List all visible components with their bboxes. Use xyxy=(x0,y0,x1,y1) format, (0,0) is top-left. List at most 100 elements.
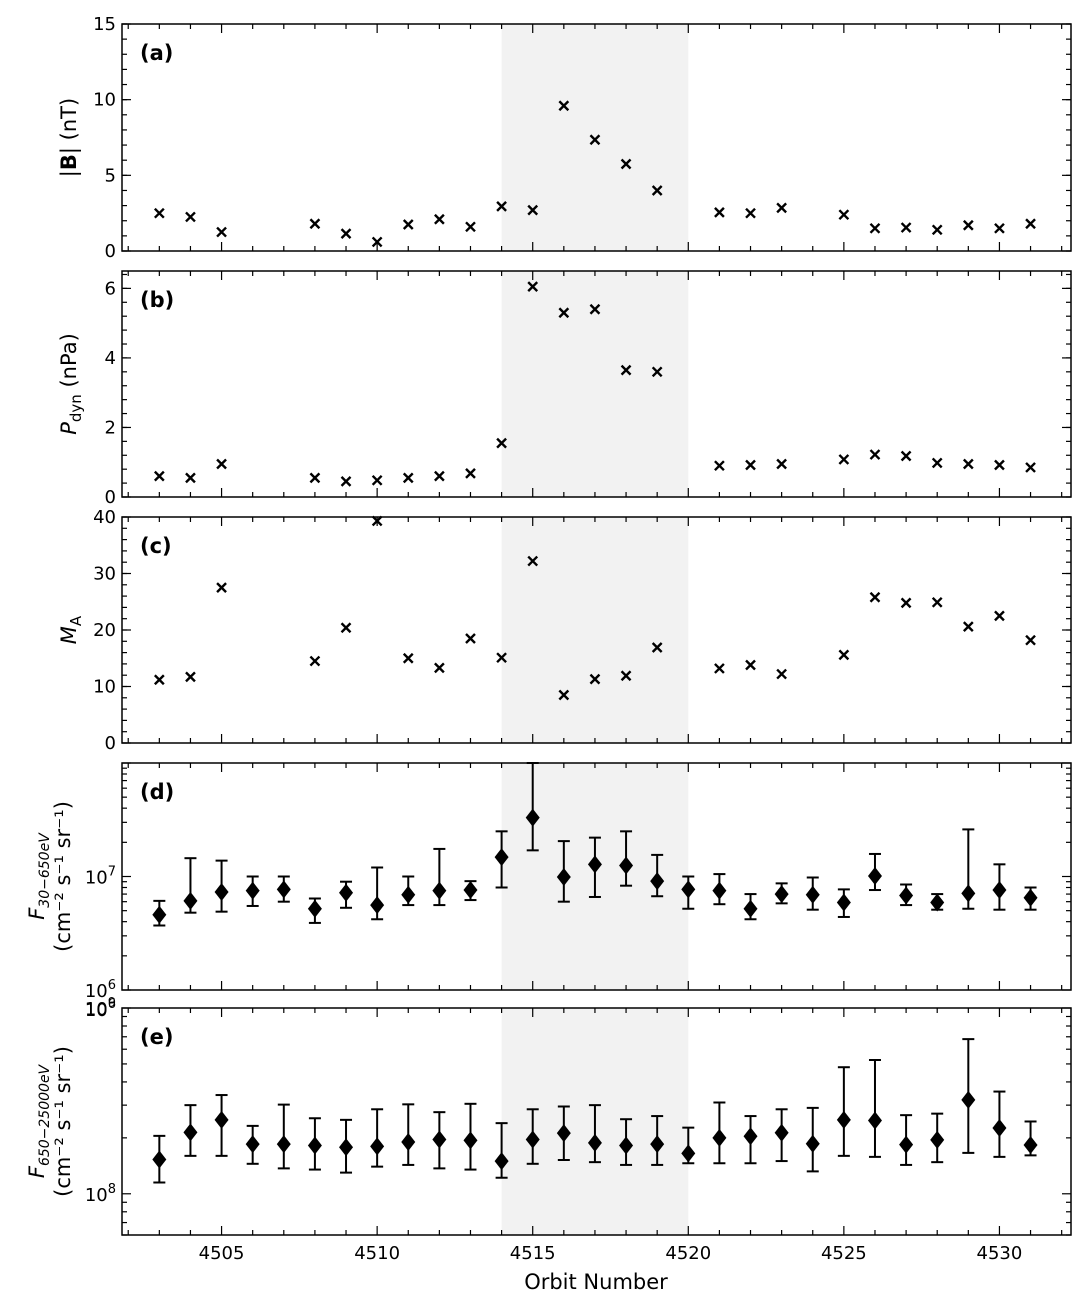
data-point xyxy=(899,886,914,905)
y-axis-label: F650−25000eV xyxy=(25,1063,53,1178)
data-point xyxy=(276,880,291,899)
data-point xyxy=(434,662,445,674)
x-tick-label: 4510 xyxy=(354,1243,400,1264)
y-label-subscript: 30−650eV xyxy=(37,832,53,908)
y-tick-label: 108 xyxy=(85,1182,116,1206)
data-point xyxy=(152,1150,167,1169)
data-point xyxy=(619,856,634,875)
panel-b: 0 2 4 6 (b) Pdyn (nPa) xyxy=(57,270,1072,508)
data-point xyxy=(931,596,943,608)
data-point xyxy=(339,1138,354,1157)
data-point xyxy=(805,1134,820,1153)
data-point xyxy=(434,470,445,482)
data-point xyxy=(620,364,632,376)
data-point xyxy=(216,226,227,238)
y-label-part: (nPa) xyxy=(57,333,81,394)
data-point xyxy=(527,555,539,567)
data-point xyxy=(962,621,974,632)
data-point xyxy=(527,281,539,292)
data-point xyxy=(558,689,570,701)
panel-label: (b) xyxy=(140,288,174,312)
data-point xyxy=(961,1090,976,1109)
data-point xyxy=(869,591,881,603)
plot-frame xyxy=(121,762,1072,991)
data-point xyxy=(527,204,539,216)
y-tick-exponent: 7 xyxy=(108,865,116,880)
data-point xyxy=(185,472,196,484)
data-point xyxy=(776,458,787,470)
data-point xyxy=(589,303,601,315)
data-point xyxy=(1025,462,1036,473)
data-point xyxy=(496,652,507,664)
data-point xyxy=(651,185,663,196)
y-tick-label: 30 xyxy=(93,564,116,585)
y-label-subscript: 650−25000eV xyxy=(37,1063,53,1166)
y-tick-label: 15 xyxy=(93,14,116,35)
y-tick-base: 10 xyxy=(85,999,108,1020)
data-point xyxy=(930,893,945,912)
data-point xyxy=(931,457,943,469)
y-tick-base: 10 xyxy=(85,1000,108,1021)
data-point xyxy=(494,848,509,867)
data-point xyxy=(994,222,1005,234)
data-point xyxy=(402,472,414,484)
data-point xyxy=(463,881,478,900)
y-axis-units: (cm⁻² s⁻¹ sr⁻¹) xyxy=(51,801,75,952)
data-point xyxy=(681,1144,696,1163)
data-point xyxy=(931,224,943,236)
panel-a: 0 5 10 15 (a) |B| (nT) xyxy=(57,14,1072,262)
data-point xyxy=(961,884,976,903)
data-point xyxy=(496,201,507,212)
data-point xyxy=(371,236,383,248)
data-point xyxy=(650,1135,665,1154)
data-point xyxy=(1023,1136,1038,1155)
data-point xyxy=(869,449,881,460)
data-point xyxy=(1023,888,1038,907)
data-point xyxy=(994,610,1005,622)
data-point xyxy=(309,655,321,667)
data-point xyxy=(651,366,663,378)
data-point xyxy=(216,458,227,470)
data-point xyxy=(930,1130,945,1149)
panel-label: (a) xyxy=(140,41,173,65)
y-tick-label: 109 xyxy=(85,996,116,1020)
data-point xyxy=(371,474,383,486)
data-point xyxy=(651,642,663,653)
plot-frame xyxy=(121,270,1072,498)
y-tick-label: 0 xyxy=(105,733,116,754)
data-point xyxy=(340,622,352,634)
y-label-subscript: A xyxy=(67,615,85,626)
data-point xyxy=(307,1136,322,1155)
data-point xyxy=(340,228,352,239)
y-tick-label: 107 xyxy=(85,865,116,889)
data-point xyxy=(620,670,632,682)
data-point xyxy=(1025,218,1036,230)
data-point xyxy=(774,1123,789,1142)
data-point xyxy=(589,134,601,146)
y-tick-label: 0 xyxy=(105,241,116,262)
data-point xyxy=(745,459,756,471)
data-point xyxy=(432,881,447,900)
data-point xyxy=(465,468,476,479)
y-axis-label: Pdyn (nPa) xyxy=(57,333,85,435)
y-axis-label: |B| (nT) xyxy=(57,98,82,177)
panel-c: 0 10 20 30 40 (c) MA xyxy=(57,507,1072,754)
data-point xyxy=(432,1130,447,1149)
data-point xyxy=(556,1124,571,1143)
data-point xyxy=(245,1135,260,1154)
data-point xyxy=(496,437,507,449)
data-point xyxy=(340,476,352,487)
data-point xyxy=(743,1127,758,1146)
y-tick-label: 10 xyxy=(93,90,116,111)
panel-label: (c) xyxy=(140,534,172,558)
y-tick-base: 10 xyxy=(85,981,108,1002)
data-point xyxy=(587,1133,602,1152)
data-point xyxy=(776,202,787,214)
data-point xyxy=(836,893,851,912)
y-label-subscript: dyn xyxy=(67,394,85,422)
data-point xyxy=(370,896,385,915)
data-point xyxy=(994,459,1005,471)
data-point xyxy=(494,1152,509,1171)
panels: 0 5 10 15 (a) |B| (nT) 0 2 4 6 (b) Pdyn (nPa) 0 10 20 3… xyxy=(25,14,1072,1264)
data-point xyxy=(152,905,167,924)
